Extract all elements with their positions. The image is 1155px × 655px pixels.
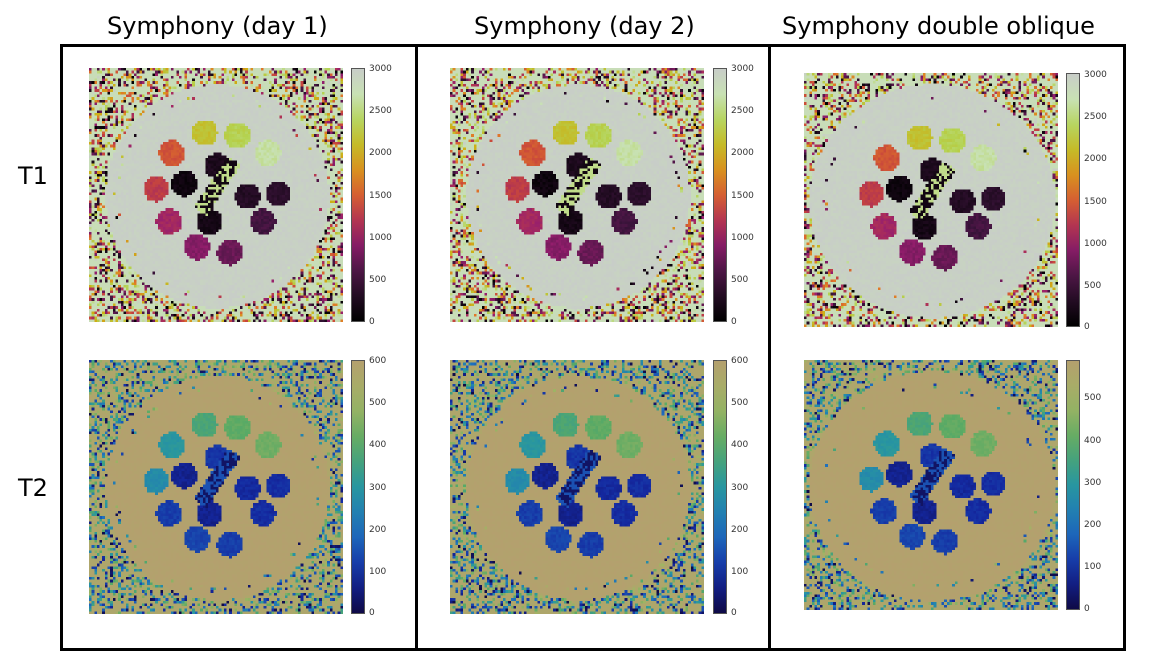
tick-label: 3000 bbox=[1084, 70, 1107, 80]
tick-label: 0 bbox=[1084, 322, 1090, 332]
t1-map-double-oblique bbox=[804, 73, 1058, 327]
tick-label: 400 bbox=[369, 440, 387, 450]
row-label-t2: T2 bbox=[18, 474, 48, 502]
tick-label: 2000 bbox=[369, 148, 392, 158]
t2-map-day2 bbox=[450, 360, 704, 614]
tick-label: 1000 bbox=[369, 233, 392, 243]
tick-label: 0 bbox=[369, 317, 375, 327]
tick-label: 2000 bbox=[1084, 154, 1107, 164]
t2-colorbar-day2 bbox=[713, 360, 727, 614]
tick-label: 500 bbox=[731, 398, 749, 408]
tick-label: 100 bbox=[369, 567, 387, 577]
tick-label: 500 bbox=[369, 275, 387, 285]
tick-label: 500 bbox=[1084, 281, 1102, 291]
t2-colorbar-day1 bbox=[351, 360, 365, 614]
tick-label: 500 bbox=[369, 398, 387, 408]
tick-label: 1000 bbox=[1084, 239, 1107, 249]
column-title-day1: Symphony (day 1) bbox=[107, 12, 328, 40]
tick-label: 600 bbox=[369, 356, 387, 366]
t2-map-day1 bbox=[89, 360, 343, 614]
tick-label: 0 bbox=[1084, 604, 1090, 614]
tick-label: 3000 bbox=[369, 64, 392, 74]
tick-label: 100 bbox=[731, 567, 749, 577]
tick-label: 600 bbox=[731, 356, 749, 366]
t1-colorbar-double-oblique bbox=[1066, 73, 1080, 327]
t2-colorbar-double-oblique bbox=[1066, 360, 1080, 610]
tick-label: 200 bbox=[731, 525, 749, 535]
tick-label: 1500 bbox=[731, 191, 754, 201]
tick-label: 2500 bbox=[369, 106, 392, 116]
panel-frame-double-oblique bbox=[768, 44, 1126, 651]
t1-colorbar-day1 bbox=[351, 68, 365, 322]
t2-map-double-oblique bbox=[804, 360, 1058, 610]
tick-label: 3000 bbox=[731, 64, 754, 74]
tick-label: 1500 bbox=[369, 191, 392, 201]
tick-label: 100 bbox=[1084, 562, 1102, 572]
tick-label: 200 bbox=[369, 525, 387, 535]
tick-label: 300 bbox=[1084, 478, 1102, 488]
row-label-t1: T1 bbox=[18, 162, 48, 190]
column-title-day2: Symphony (day 2) bbox=[474, 12, 695, 40]
column-title-double-oblique: Symphony double oblique bbox=[782, 12, 1095, 40]
tick-label: 1500 bbox=[1084, 197, 1107, 207]
tick-label: 400 bbox=[731, 440, 749, 450]
tick-label: 300 bbox=[369, 483, 387, 493]
tick-label: 2500 bbox=[1084, 112, 1107, 122]
tick-label: 500 bbox=[731, 275, 749, 285]
tick-label: 0 bbox=[731, 608, 737, 618]
tick-label: 1000 bbox=[731, 233, 754, 243]
tick-label: 300 bbox=[731, 483, 749, 493]
tick-label: 200 bbox=[1084, 520, 1102, 530]
tick-label: 2500 bbox=[731, 106, 754, 116]
tick-label: 0 bbox=[731, 317, 737, 327]
tick-label: 2000 bbox=[731, 148, 754, 158]
t1-map-day1 bbox=[89, 68, 343, 322]
tick-label: 500 bbox=[1084, 393, 1102, 403]
tick-label: 0 bbox=[369, 608, 375, 618]
t1-colorbar-day2 bbox=[713, 68, 727, 322]
t1-map-day2 bbox=[450, 68, 704, 322]
tick-label: 400 bbox=[1084, 436, 1102, 446]
